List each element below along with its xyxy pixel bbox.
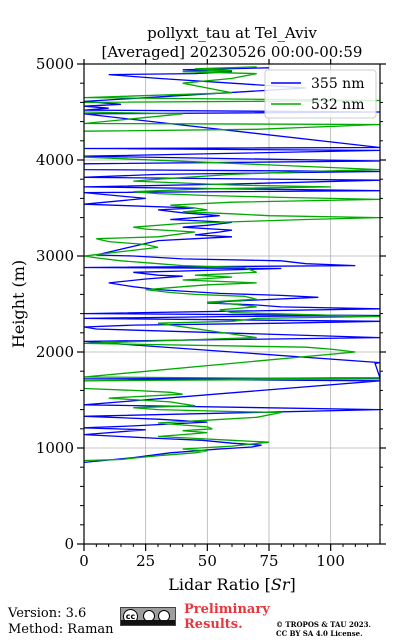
copyright-notice: © TROPOS & TAU 2023. CC BY SA 4.0 Licens… (276, 620, 371, 638)
y-tick-label: 3000 (36, 247, 74, 265)
preliminary-results-notice: Preliminary Results. (184, 602, 270, 632)
data-series (84, 66, 380, 464)
method-text: Method: Raman (8, 622, 114, 637)
y-tick-label: 2000 (36, 343, 74, 361)
legend: 355 nm 532 nm (264, 69, 377, 119)
legend-label-532: 532 nm (311, 97, 364, 113)
y-tick-label: 1000 (36, 439, 74, 457)
preliminary-line2: Results. (184, 617, 243, 632)
x-axis-label: Lidar Ratio [Sr] (168, 575, 296, 594)
preliminary-line1: Preliminary (184, 602, 270, 617)
series-line-532-nm (84, 66, 380, 462)
x-tick-label: 0 (79, 552, 89, 570)
chart-title-line2: [Averaged] 20230526 00:00-00:59 (102, 43, 363, 61)
y-tick-label: 5000 (36, 55, 74, 73)
x-tick-label: 25 (136, 552, 155, 570)
legend-box (264, 69, 377, 119)
legend-label-355: 355 nm (311, 76, 364, 92)
y-tick-label: 4000 (36, 151, 74, 169)
cc-by-sa-badge-icon: cc (120, 607, 176, 626)
lidar-ratio-chart: pollyxt_tau at Tel_Aviv [Averaged] 20230… (9, 24, 386, 594)
x-tick-label: 75 (259, 552, 278, 570)
chart-title-line1: pollyxt_tau at Tel_Aviv (147, 24, 317, 42)
copyright-line2: CC BY SA 4.0 License. (276, 629, 363, 638)
version-text: Version: 3.6 (8, 606, 87, 621)
copyright-line1: © TROPOS & TAU 2023. (276, 620, 371, 629)
y-axis-label: Height (m) (9, 260, 28, 348)
x-tick-label: 100 (316, 552, 345, 570)
y-tick-label: 0 (64, 535, 74, 553)
x-tick-label: 50 (198, 552, 217, 570)
series-line-355-nm (84, 67, 380, 464)
